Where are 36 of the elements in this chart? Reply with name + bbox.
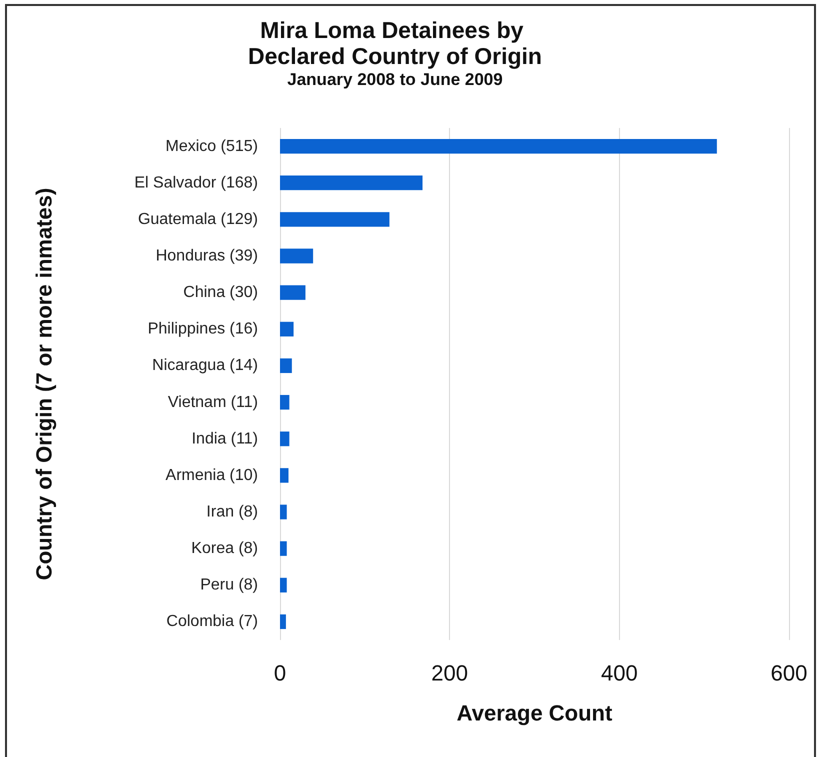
y-tick-label: Peru (8) xyxy=(200,576,258,594)
bar xyxy=(280,504,287,520)
x-tick-label: 400 xyxy=(600,660,638,686)
chart-title: Mira Loma Detainees by Declared Country of Origin xyxy=(248,17,542,69)
y-tick-label: Mexico (515) xyxy=(166,138,258,155)
y-tick-label: Iran (8) xyxy=(206,504,258,520)
y-tick-label: Korea (8) xyxy=(191,540,258,558)
y-tick-label: Colombia (7) xyxy=(166,613,258,630)
y-axis-title: Country of Origin (7 or more inmates) xyxy=(32,188,56,580)
bar xyxy=(280,138,717,154)
y-tick-label: Armenia (10) xyxy=(166,466,258,484)
y-tick-label: Philippines (16) xyxy=(148,320,258,338)
bar xyxy=(280,578,287,592)
bar xyxy=(280,212,390,227)
bar xyxy=(280,358,292,374)
y-tick-label: Nicaragua (14) xyxy=(152,357,258,374)
chart-subtitle: January 2008 to June 2009 xyxy=(287,70,503,89)
bar xyxy=(280,614,286,630)
y-tick-label: Honduras (39) xyxy=(156,248,258,264)
y-tick-label: Vietnam (11) xyxy=(168,394,258,411)
x-tick-label: 600 xyxy=(770,660,808,686)
bar xyxy=(280,394,290,410)
x-tick-label: 200 xyxy=(431,660,468,686)
x-tick-label: 0 xyxy=(274,660,286,686)
x-axis-title: Average Count xyxy=(456,700,613,726)
y-tick-label: China (30) xyxy=(183,284,258,302)
bar xyxy=(280,176,423,190)
bar xyxy=(280,285,306,300)
bar xyxy=(280,248,314,264)
bar xyxy=(280,468,288,483)
bar xyxy=(280,541,287,556)
y-tick-label: El Salvador (168) xyxy=(134,174,258,192)
y-tick-label: Guatemala (129) xyxy=(138,210,258,228)
bar xyxy=(280,432,290,446)
y-tick-label: India (11) xyxy=(192,430,258,448)
bar xyxy=(280,322,294,336)
